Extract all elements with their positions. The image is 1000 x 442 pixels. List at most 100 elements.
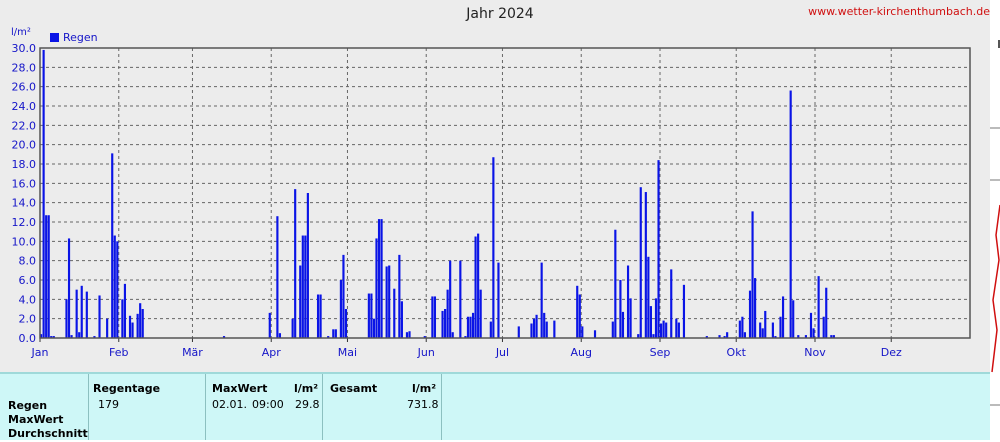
y-tick-label: 30.0	[12, 42, 37, 55]
rain-bar	[540, 262, 543, 338]
x-tick-label: Mär	[182, 346, 203, 359]
y-tick-label: 4.0	[19, 293, 37, 306]
rain-bar	[375, 238, 378, 338]
rain-bar	[682, 284, 686, 338]
stats-divider	[88, 374, 89, 440]
rain-bar	[797, 335, 800, 338]
value-regentage: 179	[98, 398, 119, 411]
rain-bar	[654, 298, 658, 338]
y-tick-label: 10.0	[12, 235, 37, 248]
value-maxwert: 29.8	[295, 398, 320, 411]
rain-bar	[670, 269, 673, 338]
y-tick-label: 14.0	[12, 197, 37, 210]
rain-bar	[652, 334, 655, 338]
stats-panel: Regentage MaxWert l/m² Gesamt l/m² Regen…	[0, 372, 990, 440]
rain-bar	[822, 316, 825, 338]
rain-bar	[675, 318, 678, 338]
header-gesamt: Gesamt	[330, 382, 378, 395]
rain-bar	[65, 299, 68, 338]
rain-bar	[474, 236, 477, 338]
legend: Regen	[50, 31, 98, 44]
rain-bar	[649, 306, 652, 338]
value-gesamt: 731.8	[407, 398, 439, 411]
rain-bar	[464, 336, 467, 338]
rain-bar	[433, 296, 437, 338]
rain-bar	[764, 310, 767, 338]
right-edge-strip	[990, 0, 1000, 438]
rain-bar	[444, 309, 447, 338]
rain-bar	[294, 189, 297, 338]
rain-bar	[136, 313, 139, 338]
rain-bar	[497, 262, 500, 338]
rain-bar	[316, 294, 320, 338]
rain-bar	[479, 289, 482, 338]
rain-bar	[334, 329, 337, 338]
rain-bar	[367, 293, 370, 338]
rain-bar	[342, 254, 345, 338]
rain-bar	[106, 318, 109, 338]
x-tick-label: Sep	[650, 346, 671, 359]
rain-bar	[748, 290, 752, 338]
y-tick-label: 0.0	[19, 332, 37, 345]
rain-bar	[705, 336, 708, 338]
rain-bar	[344, 309, 348, 338]
rain-bar	[85, 291, 88, 338]
rain-bar	[809, 312, 813, 338]
rain-bar	[781, 296, 785, 338]
rain-bar	[67, 238, 71, 338]
rain-bar	[370, 293, 373, 338]
rain-bar	[738, 320, 741, 338]
rain-bar	[517, 326, 520, 338]
rain-bar	[779, 316, 782, 338]
rain-bar	[306, 193, 309, 338]
rain-bar	[660, 323, 663, 338]
rain-bar	[761, 328, 764, 338]
rain-bar	[743, 332, 747, 338]
rain-bar	[423, 336, 426, 338]
rain-bar	[718, 335, 721, 338]
row-label-regen: Regen	[8, 399, 48, 412]
rain-bar	[78, 332, 81, 338]
rain-bar	[113, 235, 116, 338]
rain-bar	[535, 314, 538, 338]
y-tick-label: 22.0	[12, 119, 37, 132]
rain-bar	[42, 49, 45, 338]
y-tick-label: 6.0	[19, 274, 37, 287]
rain-bar	[131, 322, 134, 338]
y-tick-label: 2.0	[19, 313, 37, 326]
x-tick-label: Feb	[109, 346, 128, 359]
legend-label: Regen	[63, 31, 98, 44]
plot-background	[40, 48, 970, 338]
rain-bar	[477, 233, 480, 338]
header-maxwert-unit: l/m²	[294, 382, 319, 395]
rain-bar	[141, 309, 144, 338]
rain-bar	[398, 254, 401, 338]
rain-bar	[492, 157, 495, 338]
chart-area: 0.0 2.0 4.0 6.0 8.0 10.0 12.0 14.0 16.0 18.0 20.0 2…	[0, 0, 1000, 372]
rain-bar	[553, 320, 556, 338]
chart-title: Jahr 2024	[466, 6, 534, 22]
rain-bar	[400, 301, 403, 338]
rain-bar	[471, 312, 475, 338]
rain-bar	[380, 219, 383, 338]
rain-bar	[759, 322, 762, 338]
rain-bar	[276, 216, 279, 338]
rain-bar	[301, 235, 304, 338]
y-tick-label: 24.0	[12, 100, 37, 113]
rain-bar	[332, 329, 335, 338]
rain-bar	[291, 318, 294, 338]
rain-bar	[530, 323, 533, 338]
y-tick-label: 26.0	[12, 81, 37, 94]
rain-bar	[629, 298, 632, 338]
rain-bar	[581, 326, 584, 338]
rain-bar	[111, 153, 114, 338]
site-link[interactable]: www.wetter-kirchenthumbach.de	[808, 5, 990, 18]
rain-bar	[621, 311, 625, 338]
rain-bar	[771, 322, 774, 338]
rain-bar	[665, 322, 668, 338]
rain-bar	[830, 335, 833, 338]
stats-divider	[322, 374, 323, 440]
value-maxwert-date: 02.01.	[212, 398, 247, 411]
rain-bar	[222, 336, 226, 338]
rain-bar	[45, 215, 48, 338]
